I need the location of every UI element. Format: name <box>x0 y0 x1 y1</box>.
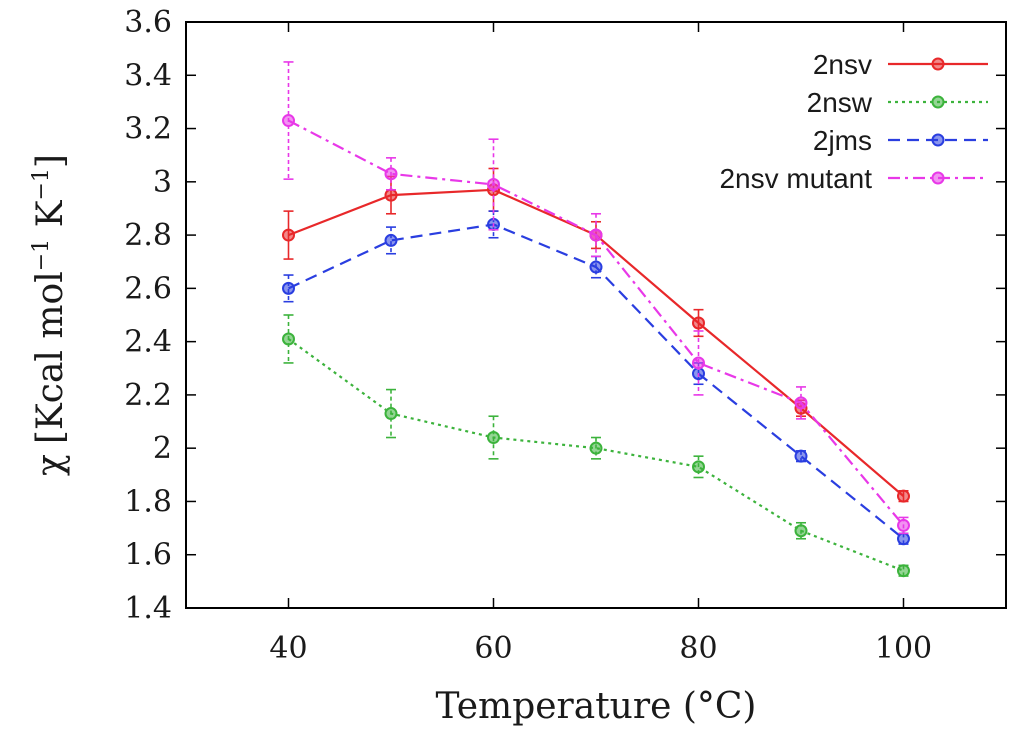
y-tick-label: 2.8 <box>124 218 172 253</box>
x-tick-label: 40 <box>269 631 307 666</box>
data-point <box>794 524 808 538</box>
data-point <box>589 228 603 242</box>
data-point <box>897 532 910 546</box>
data-point <box>692 460 705 474</box>
y-tick-label: 2.6 <box>124 271 172 306</box>
legend-swatch-marker <box>931 95 945 109</box>
data-point <box>384 188 398 202</box>
data-point <box>384 233 398 247</box>
y-axis-label-k: K <box>30 199 71 238</box>
data-point <box>282 228 295 242</box>
y-tick-label: 3 <box>153 165 172 200</box>
x-tick-label: 100 <box>875 631 932 666</box>
legend: 2nsv 2nsw 2jms 2nsv mutant <box>719 49 988 194</box>
legend-swatch-marker <box>931 133 945 147</box>
axis-ticks: 1.4 1.6 1.8 2 2.2 2.4 2.6 2.8 3 3.2 3.4 3.6 40 60 80 10… <box>124 5 1006 666</box>
series-2jms <box>282 210 910 546</box>
y-axis-label-unit: [Kcal mol <box>30 271 71 444</box>
data-point <box>897 489 910 503</box>
y-tick-label: 1.6 <box>124 538 172 573</box>
data-point <box>794 396 808 410</box>
data-point <box>384 167 398 181</box>
y-tick-label: 2.2 <box>124 378 172 413</box>
data-point <box>589 441 603 455</box>
data-point <box>282 114 295 128</box>
legend-label: 2nsv <box>813 49 872 80</box>
x-tick-label: 60 <box>474 631 512 666</box>
y-axis-label: χ[Kcal mol−1 K−1] <box>29 154 71 476</box>
data-point <box>487 431 500 445</box>
y-tick-label: 1.8 <box>124 484 172 519</box>
legend-swatch-marker <box>931 57 945 71</box>
plot-marks <box>282 61 910 578</box>
x-tick-label: 80 <box>679 631 717 666</box>
legend-label: 2nsv mutant <box>719 163 872 194</box>
data-point <box>692 316 705 330</box>
data-point <box>384 407 398 421</box>
data-point <box>282 332 295 346</box>
y-axis-label-chi: χ <box>30 454 71 476</box>
data-point <box>897 564 910 578</box>
data-point <box>692 356 705 370</box>
data-point <box>589 260 603 274</box>
y-axis-label-exp1: −1 <box>29 239 54 271</box>
series-2nsv-mutant <box>282 61 910 535</box>
y-tick-label: 2.4 <box>124 325 172 360</box>
x-axis-label: Temperature (°C) <box>436 686 757 727</box>
legend-swatch-marker <box>931 171 945 185</box>
y-tick-label: 3.2 <box>124 112 172 147</box>
legend-label: 2jms <box>813 125 872 156</box>
legend-label: 2nsw <box>807 87 873 118</box>
data-point <box>487 177 500 191</box>
data-point <box>794 449 808 463</box>
y-tick-label: 1.4 <box>124 591 172 626</box>
y-axis-label-exp2: −1 <box>29 168 54 200</box>
data-point <box>897 518 910 532</box>
plot-frame <box>185 21 1007 609</box>
y-axis-label-close: ] <box>30 154 71 168</box>
data-point <box>282 281 295 295</box>
series-2nsw <box>282 314 910 578</box>
y-tick-label: 3.4 <box>124 58 172 93</box>
y-tick-label: 2 <box>153 431 172 466</box>
y-tick-label: 3.6 <box>124 5 172 40</box>
